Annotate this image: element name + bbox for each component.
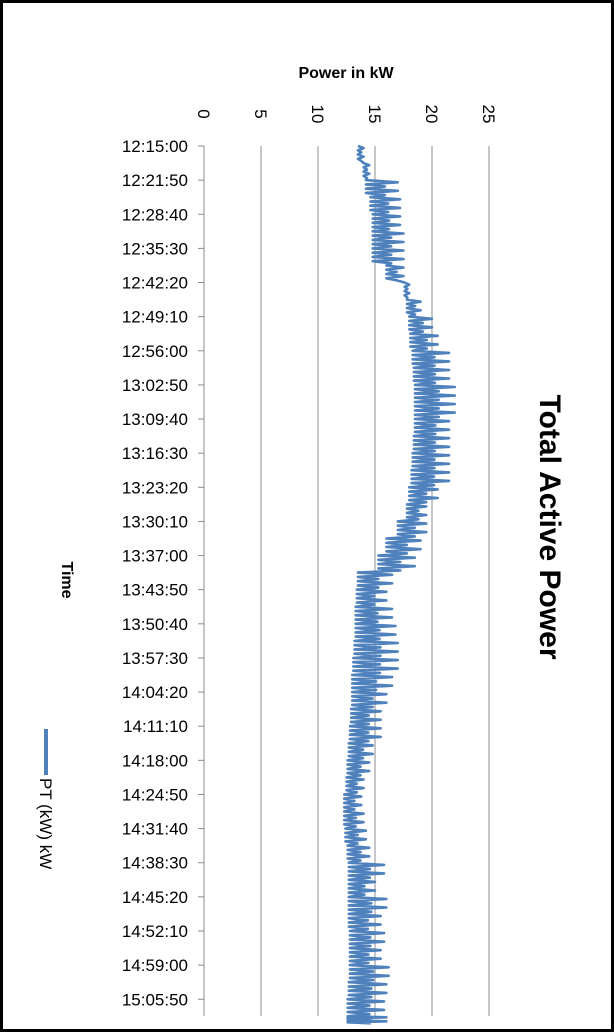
legend: PT (kW) kW: [36, 729, 55, 869]
y-tick-label: 12:35:30: [122, 239, 188, 258]
x-tick-label: 10: [308, 105, 327, 124]
y-tick-label: 14:31:40: [122, 820, 188, 839]
y-tick-label: 12:28:40: [122, 205, 188, 224]
x-tick-label: 5: [251, 109, 270, 118]
chart-title: Total Active Power: [533, 394, 566, 659]
y-tick-label: 13:37:00: [122, 547, 188, 566]
y-tick-label: 14:45:20: [122, 888, 188, 907]
y-tick-label: 12:21:50: [122, 171, 188, 190]
axes: 0 5 10 15 20 25 12:15:00 12:21:50 12:28:40 12:35:…: [122, 105, 498, 1016]
x-tick-label: 25: [479, 105, 498, 124]
y-tick-label: 13:02:50: [122, 376, 188, 395]
x-axis-title: Power in kW: [298, 65, 394, 82]
y-tick-label: 14:04:20: [122, 683, 188, 702]
y-tick-label: 14:59:00: [122, 956, 188, 975]
y-tick-label: 12:56:00: [122, 342, 188, 361]
y-axis-title: Time: [58, 561, 75, 598]
legend-label: PT (kW) kW: [36, 778, 55, 869]
x-tick-label: 15: [365, 105, 384, 124]
x-tick-label: 0: [194, 109, 213, 118]
y-tick-label: 15:05:50: [122, 990, 188, 1009]
y-tick-label: 12:49:10: [122, 308, 188, 327]
y-tick-label: 13:16:30: [122, 444, 188, 463]
series-layer: [342, 144, 457, 1025]
y-tick-label: 13:50:40: [122, 615, 188, 634]
series-line-pt-kw: [342, 144, 457, 1025]
y-tick-label: 14:38:30: [122, 854, 188, 873]
y-tick-label: 14:52:10: [122, 922, 188, 941]
y-tick-label: 13:30:10: [122, 512, 188, 531]
y-tick-label: 13:09:40: [122, 410, 188, 429]
y-tick-label: 14:24:50: [122, 785, 188, 804]
y-tick-label: 13:57:30: [122, 649, 188, 668]
y-tick-label: 14:11:10: [123, 717, 188, 736]
y-tick-label: 12:15:00: [122, 137, 188, 156]
y-tick-label: 13:23:20: [122, 478, 188, 497]
y-tick-label: 13:43:50: [122, 581, 188, 600]
x-tick-label: 20: [422, 105, 441, 124]
y-tick-label: 12:42:20: [122, 274, 188, 293]
gridlines: [203, 146, 490, 1016]
y-tick-label: 14:18:00: [122, 751, 188, 770]
